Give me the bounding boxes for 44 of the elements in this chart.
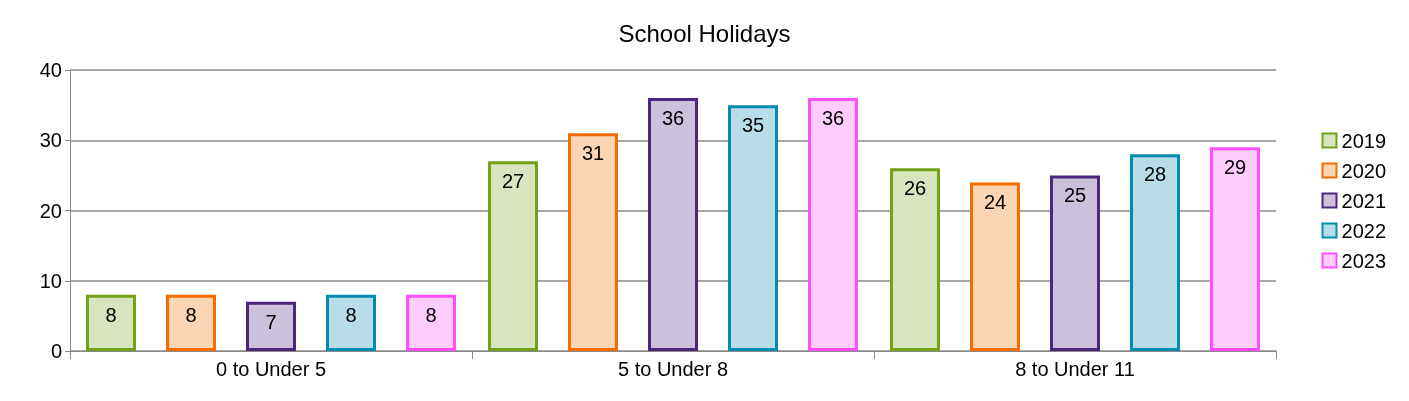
data-label: 31	[581, 142, 605, 165]
bar	[568, 133, 618, 351]
data-label: 8	[105, 303, 117, 326]
bar	[1050, 175, 1100, 351]
legend-label: 2019	[1341, 129, 1387, 152]
data-label: 7	[265, 310, 277, 333]
y-tick-label: 10	[39, 269, 62, 292]
x-tick-label: 5 to Under 8	[617, 358, 729, 380]
data-label: 8	[345, 303, 357, 326]
data-label: 24	[983, 191, 1007, 214]
data-label: 26	[903, 177, 927, 200]
data-label: 29	[1223, 156, 1247, 179]
bar	[728, 105, 778, 351]
data-label: 35	[741, 114, 765, 137]
chart-title: School Holidays	[618, 19, 791, 47]
x-tick-label: 8 to Under 11	[1015, 358, 1135, 380]
bar	[326, 294, 376, 351]
legend-label: 2022	[1341, 219, 1387, 242]
bar	[1130, 154, 1180, 351]
data-label: 8	[425, 303, 437, 326]
bar	[970, 182, 1020, 351]
data-label: 28	[1143, 163, 1167, 186]
bar	[1210, 147, 1260, 351]
data-label: 8	[185, 303, 197, 326]
bar	[246, 301, 296, 351]
x-tick-label: 0 to Under 5	[215, 358, 327, 380]
bar	[86, 294, 136, 351]
bar	[890, 168, 940, 351]
data-label: 36	[821, 107, 845, 130]
data-label: 27	[501, 170, 525, 193]
data-label: 36	[661, 107, 685, 130]
y-tick-label: 0	[50, 340, 62, 362]
legend-label: 2021	[1341, 189, 1387, 212]
bar	[488, 161, 538, 351]
legend-label: 2023	[1341, 249, 1387, 272]
bar	[406, 294, 456, 351]
bar	[166, 294, 216, 351]
y-tick-label: 20	[39, 199, 62, 222]
y-tick-label: 30	[39, 129, 62, 152]
bar	[808, 98, 858, 351]
legend-label: 2020	[1341, 159, 1387, 182]
bar	[648, 98, 698, 351]
data-label: 25	[1063, 184, 1087, 207]
y-tick-label: 40	[39, 59, 62, 81]
